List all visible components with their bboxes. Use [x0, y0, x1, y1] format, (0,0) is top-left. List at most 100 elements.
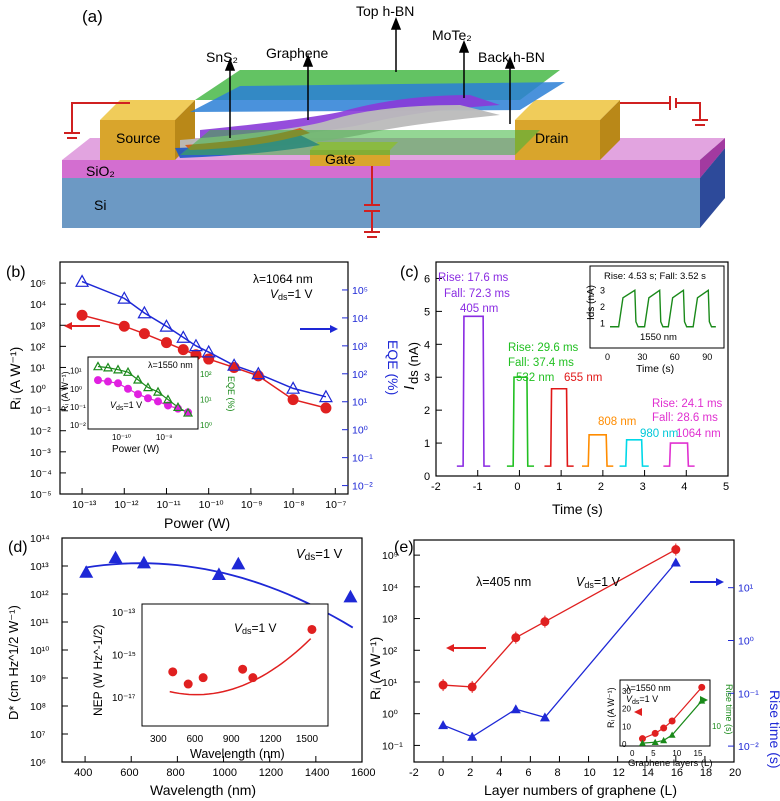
label-back-hbn: Back h-BN [478, 49, 545, 65]
b-ytick-label: 10⁵ [30, 278, 46, 290]
e-line-ri [443, 548, 677, 688]
label-arrows [224, 16, 516, 138]
d-xtick-label: 1600 [351, 767, 375, 779]
d-inset-ytick-label: 10⁻¹⁷ [112, 693, 136, 704]
c-ann-808-nm: 808 nm [598, 416, 636, 428]
d-xtick-label: 1000 [213, 767, 237, 779]
b-inset-point-eqe [92, 361, 104, 371]
e-inset-xlabel: Graphene layers (L) [628, 758, 712, 769]
d-inset-ytick-label: 10⁻¹⁵ [112, 650, 136, 661]
d-ytick-label: 10⁸ [30, 701, 46, 713]
c-trace [456, 315, 491, 467]
c-ytick-label: 5 [424, 306, 430, 318]
e-inset-point-rise [651, 738, 659, 745]
e-inset-frame [619, 679, 711, 747]
e-inset-point-rise [660, 736, 668, 744]
b-inset-point-ri [144, 394, 152, 403]
b-inset-ytick-label: 10⁰ [70, 385, 82, 394]
e-xtick-label: -2 [409, 767, 419, 779]
b-ytick-label: 10⁻⁴ [30, 468, 52, 480]
e-point-rise [670, 557, 681, 567]
c-ann-1064-fall: Fall: 28.6 ms [652, 412, 718, 424]
b-xtick-label: 10⁻⁹ [241, 499, 263, 511]
label-graphene: Graphene [266, 45, 328, 61]
b-y2tick-label: 10² [352, 369, 368, 381]
b-point-ri [138, 328, 150, 340]
e-inset-ytick-label: 0 [622, 740, 627, 749]
d-inset-xtick-label: 1200 [259, 734, 282, 745]
e-annotation-vds: Vds=1 V [576, 575, 621, 590]
c-ann-655-nm: 655 nm [564, 372, 602, 384]
e-arrow-right-head [716, 578, 724, 586]
label-source: Source [116, 130, 161, 146]
c-ann-1064-rise: Rise: 24.1 ms [652, 398, 723, 410]
b-inset-y2tick-label: 10¹ [200, 396, 212, 405]
d-point [108, 550, 123, 564]
e-xtick-label: 4 [496, 767, 502, 779]
c-xtick-label: 5 [723, 481, 729, 493]
b-ytick-label: 10¹ [30, 362, 46, 374]
c-inset-xlabel: Time (s) [636, 363, 674, 375]
b-inset-point-eqe [162, 394, 174, 404]
d-point [136, 555, 151, 569]
b-annotation-vds: Vds=1 V [270, 287, 313, 302]
d-ytick-label: 10¹⁰ [30, 645, 50, 657]
e-xtick-label: 10 [584, 767, 596, 779]
e-inset-point-rise [638, 739, 646, 746]
b-y2tick-label: 10¹ [352, 397, 368, 409]
c-trace [582, 434, 614, 467]
panel-b-chart: (b) 10⁻¹³ 10⁻¹² 10⁻¹¹ 10⁻¹⁰ 10⁻⁹ 10⁻⁸ 10⁻⁷ 10⁻⁵… [6, 261, 401, 531]
c-ylabel-rest: ds (nA) [406, 342, 421, 384]
panel-c-label: (c) [400, 264, 419, 281]
e-point-ri [467, 682, 477, 692]
d-ytick-label: 10⁹ [30, 673, 46, 685]
b-y2label: EQE (%) [385, 340, 401, 395]
e-inset-point-ri [660, 724, 668, 732]
e-inset-arrow-right [700, 696, 708, 704]
b-xtick-label: 10⁻¹³ [72, 499, 97, 511]
b-point-ri [320, 402, 332, 414]
c-ann-405-nm: 405 nm [460, 303, 498, 315]
c-ylabel: I [401, 386, 418, 390]
d-inset-xtick-label: 600 [186, 734, 203, 745]
e-inset-xtick-label: 15 [694, 749, 703, 758]
b-point-ri [252, 370, 264, 382]
d-inset-frame [141, 603, 329, 727]
label-top-hbn: Top h-BN [356, 3, 414, 19]
e-inset-point-ri [668, 717, 676, 725]
b-point-eqe [75, 274, 90, 287]
panel-b-frame [59, 261, 349, 495]
b-xtick-label: 10⁻¹² [114, 499, 139, 511]
d-xtick-label: 1400 [305, 767, 329, 779]
c-xtick-label: 2 [598, 481, 604, 493]
label-drain: Drain [535, 130, 568, 146]
e-xtick-label: 6 [525, 767, 531, 779]
e-arrow-left-head [446, 644, 454, 652]
b-inset-point-ri [124, 384, 132, 393]
e-point-ri [540, 617, 550, 627]
d-point [79, 565, 94, 578]
e-inset-point-ri [651, 729, 659, 737]
e-point-rise [467, 731, 478, 741]
d-xtick-label: 800 [166, 767, 184, 779]
c-trace [663, 442, 695, 467]
label-mote2: MoTe₂ [432, 27, 472, 43]
panel-e-frame [413, 539, 735, 763]
c-ann-532-fall: Fall: 37.4 ms [508, 357, 574, 369]
heterostructure-layers [175, 70, 565, 158]
c-ann-405-fall: Fall: 72.3 ms [444, 288, 510, 300]
c-inset-xtick-label: 90 [702, 352, 712, 362]
panel-b-label: (b) [6, 264, 26, 281]
c-ytick-label: 0 [424, 471, 430, 483]
e-inset-point-ri [698, 683, 706, 691]
b-inset-lambda: λ=1550 nm [148, 360, 193, 370]
d-point [343, 589, 358, 603]
c-ann-532-rise: Rise: 29.6 ms [508, 342, 579, 354]
panel-c-frame [435, 261, 729, 477]
c-trace [619, 438, 649, 467]
b-inset-ytick-label: 10⁻² [70, 421, 86, 430]
d-ytick-label: 10⁷ [30, 729, 46, 741]
b-inset-vds: Vds=1 V [110, 400, 142, 412]
e-ytick-label: 10⁻¹ [382, 740, 403, 752]
